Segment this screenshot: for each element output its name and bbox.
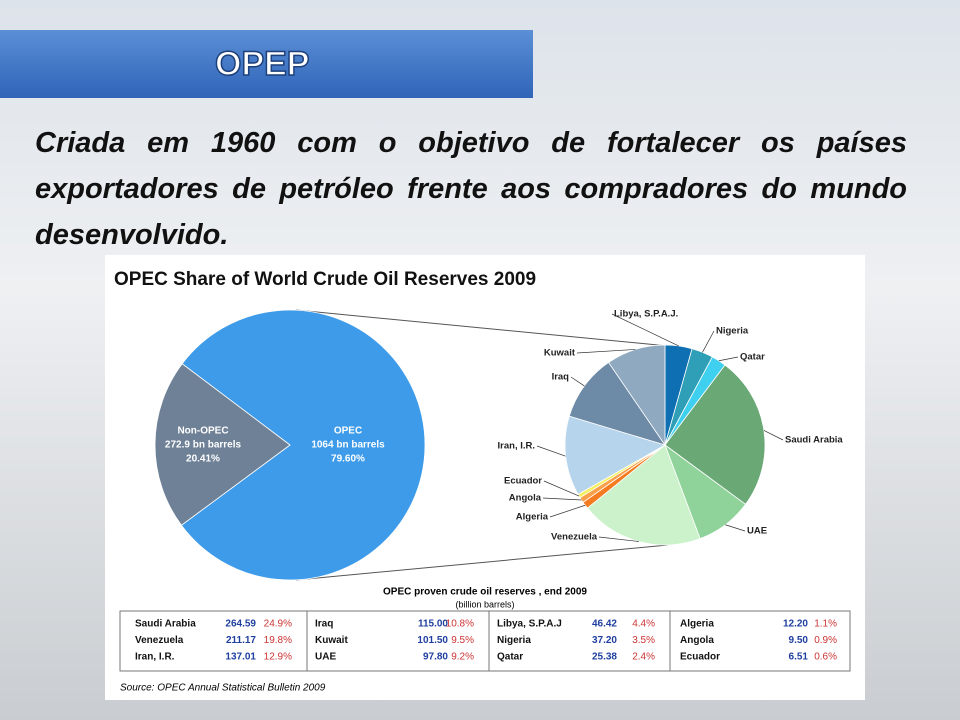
slice-label: Algeria <box>516 512 549 523</box>
slide-text: Criada em 1960 com o objetivo de fortale… <box>35 127 907 251</box>
table-share: 0.9% <box>814 635 837 646</box>
leader-line <box>570 376 585 387</box>
slice-amount: 272.9 bn barrels <box>165 440 242 451</box>
slice-label: Qatar <box>740 352 765 363</box>
slice-label: Kuwait <box>544 348 576 359</box>
leader-line <box>763 430 784 441</box>
leader-line <box>576 349 636 354</box>
table-name: Algeria <box>680 619 714 630</box>
table-value: 115.00 <box>418 619 448 630</box>
table-share: 2.4% <box>632 652 655 663</box>
leader-line <box>536 445 566 457</box>
leader-line <box>542 497 582 501</box>
leader-line <box>611 313 679 347</box>
table-name: UAE <box>315 652 336 663</box>
table-value: 211.17 <box>226 635 256 646</box>
pie-slice <box>180 309 426 581</box>
slice-label: Ecuador <box>504 476 542 487</box>
slice-label: Saudi Arabia <box>785 435 843 446</box>
leader-line <box>598 536 639 542</box>
title-bar <box>0 30 533 98</box>
slice-amount: 1064 bn barrels <box>311 440 385 451</box>
table-title: OPEC proven crude oil reserves , end 200… <box>383 587 587 598</box>
table-box <box>119 610 851 672</box>
pie-slice <box>586 444 701 546</box>
table-value: 9.50 <box>789 635 809 646</box>
leader-line <box>702 330 715 353</box>
table-share: 3.5% <box>632 635 655 646</box>
connector <box>295 544 669 581</box>
table-value: 6.51 <box>789 652 809 663</box>
table-share: 0.6% <box>814 652 837 663</box>
table-share: 9.5% <box>451 635 474 646</box>
table-name: Angola <box>680 635 714 646</box>
table-share: 9.2% <box>451 652 474 663</box>
pie-slice <box>154 363 291 526</box>
slice-label: UAE <box>747 526 767 537</box>
table-name: Venezuela <box>135 635 184 646</box>
slice-label: Non-OPEC <box>177 426 228 437</box>
slice-label: Nigeria <box>716 326 749 337</box>
table-name: Saudi Arabia <box>135 619 196 630</box>
leader-line <box>718 356 739 362</box>
pie-slice <box>608 344 666 447</box>
table-name: Kuwait <box>315 635 348 646</box>
slice-label: Iraq <box>552 372 570 383</box>
table-name: Iran, I.R. <box>135 652 175 663</box>
chart-title: OPEC Share of World Crude Oil Reserves 2… <box>114 269 536 290</box>
slice-label: OPEC <box>334 426 362 437</box>
slide-title: OPEP <box>215 45 309 83</box>
table-name: Nigeria <box>497 635 531 646</box>
table-value: 264.59 <box>225 619 256 630</box>
table-name: Libya, S.P.A.J <box>497 619 562 630</box>
leader-line <box>725 524 746 532</box>
leader-line <box>543 480 580 497</box>
slice-label: Libya, S.P.A.J. <box>614 309 678 320</box>
pie-slice <box>564 415 667 495</box>
table-value: 101.50 <box>417 635 448 646</box>
leader-line <box>549 504 586 518</box>
slice-value: 20.41% <box>186 454 220 465</box>
slice-label: Angola <box>509 493 542 504</box>
table-value: 97.80 <box>423 652 448 663</box>
table-share: 12.9% <box>264 652 292 663</box>
table-value: 25.38 <box>592 652 617 663</box>
table-share: 1.1% <box>814 619 837 630</box>
table-value: 46.42 <box>592 619 617 630</box>
connector <box>295 309 669 347</box>
source: Source: OPEC Annual Statistical Bulletin… <box>120 683 326 694</box>
table-value: 12.20 <box>783 619 808 630</box>
table-share: 4.4% <box>632 619 655 630</box>
table-value: 137.01 <box>225 652 256 663</box>
pie-slice <box>664 364 766 505</box>
slice-label: Venezuela <box>551 532 598 543</box>
table-value: 37.20 <box>592 635 617 646</box>
slice-value: 79.60% <box>331 454 365 465</box>
table-share: 19.8% <box>264 635 292 646</box>
table-name: Ecuador <box>680 652 720 663</box>
table-share: 24.9% <box>264 619 292 630</box>
slice-label: Iran, I.R. <box>498 441 535 452</box>
table-name: Qatar <box>497 652 523 663</box>
table-share: 10.8% <box>446 619 474 630</box>
table-name: Iraq <box>315 619 333 630</box>
pie-slice <box>568 361 666 446</box>
table-subtitle: (billion barrels) <box>455 599 514 609</box>
